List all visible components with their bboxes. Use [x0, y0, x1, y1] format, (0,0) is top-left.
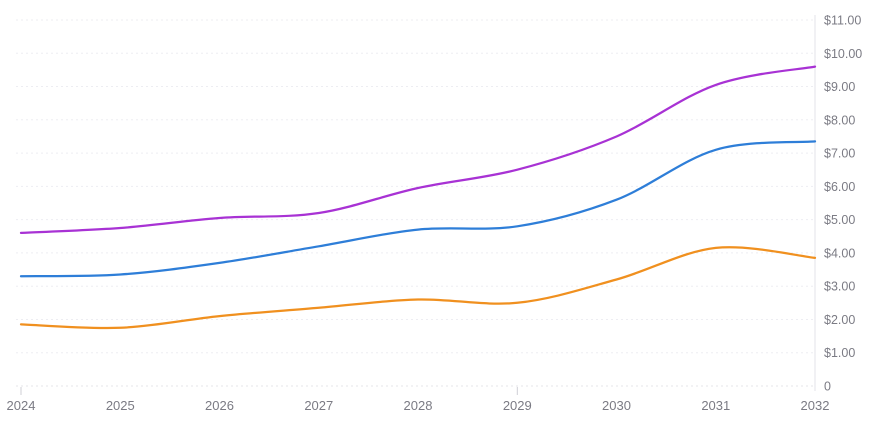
x-axis-tick-label: 2032 [801, 398, 830, 413]
series-line-orange-series [19, 246, 817, 330]
y-axis-tick-label: $6.00 [824, 180, 855, 194]
x-axis-tick-label: 2025 [106, 398, 135, 413]
x-axis-tick-label: 2030 [602, 398, 631, 413]
x-axis-tick-label: 2031 [701, 398, 730, 413]
x-axis-tick-label: 2027 [304, 398, 333, 413]
y-axis-tick-label: $2.00 [824, 313, 855, 327]
x-axis-tick-label: 2026 [205, 398, 234, 413]
y-axis-tick-label: $8.00 [824, 113, 855, 127]
y-axis-tick-label: $4.00 [824, 246, 855, 260]
x-axis-tick-label: 2029 [503, 398, 532, 413]
y-axis-tick-label: $10.00 [824, 47, 862, 61]
y-axis-tick-label: $11.00 [824, 14, 861, 28]
y-axis-tick-label: 0 [824, 380, 831, 394]
y-axis-tick-label: $9.00 [824, 80, 855, 94]
x-axis-tick-label: 2028 [404, 398, 433, 413]
y-axis-tick-label: $3.00 [824, 280, 855, 294]
series-line-purple-series [19, 65, 817, 235]
y-axis-tick-label: $7.00 [824, 147, 855, 161]
y-axis-tick-label: $1.00 [824, 346, 855, 360]
y-axis-tick-label: $5.00 [824, 213, 855, 227]
x-axis-tick-label: 2024 [7, 398, 36, 413]
series-line-blue-series [19, 140, 817, 278]
